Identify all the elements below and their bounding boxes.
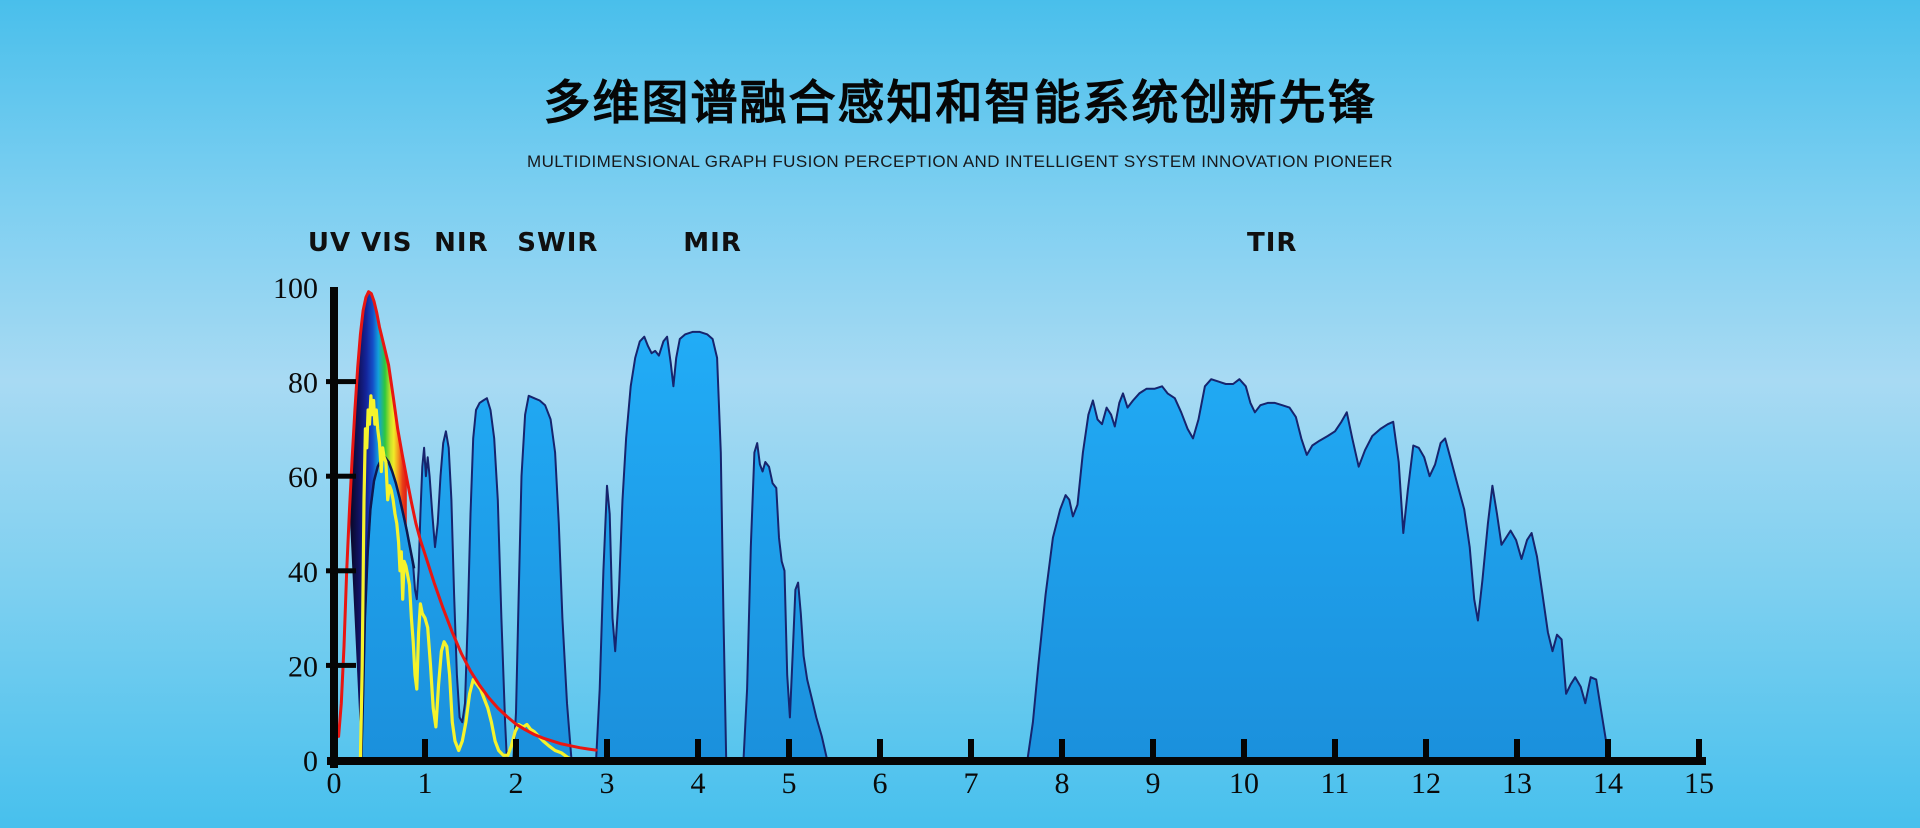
band-label-uv: UV xyxy=(308,228,351,258)
x-tick xyxy=(695,739,701,757)
page-title: 多维图谱融合感知和智能系统创新先锋 xyxy=(543,76,1377,129)
x-tick-label: 1 xyxy=(418,767,433,800)
x-tick xyxy=(1423,739,1429,757)
y-tick-label: 100 xyxy=(273,272,318,305)
y-tick-label: 20 xyxy=(288,650,318,683)
x-tick xyxy=(604,739,610,757)
x-tick-label: 8 xyxy=(1055,767,1070,800)
y-tick xyxy=(326,473,356,479)
x-tick xyxy=(1059,739,1065,757)
x-tick xyxy=(877,739,883,757)
x-tick-label: 10 xyxy=(1229,767,1259,800)
x-tick xyxy=(1150,739,1156,757)
x-axis xyxy=(327,757,1706,765)
y-tick xyxy=(326,568,356,574)
x-tick xyxy=(1605,739,1611,757)
x-tick-label: 11 xyxy=(1321,767,1350,800)
x-tick xyxy=(1241,739,1247,757)
x-tick-label: 13 xyxy=(1502,767,1532,800)
band-label-vis: VIS xyxy=(361,228,413,258)
x-tick xyxy=(1332,739,1338,757)
x-tick-label: 3 xyxy=(600,767,615,800)
x-tick-label: 14 xyxy=(1593,767,1623,800)
x-tick-label: 7 xyxy=(964,767,979,800)
band-label-tir: TIR xyxy=(1247,228,1297,258)
x-tick-label: 9 xyxy=(1146,767,1161,800)
x-tick xyxy=(513,739,519,757)
x-tick xyxy=(968,739,974,757)
y-tick-label: 40 xyxy=(288,556,318,589)
x-tick-label: 15 xyxy=(1684,767,1714,800)
y-tick-label: 0 xyxy=(303,745,318,778)
y-tick xyxy=(326,662,356,668)
y-tick-label: 80 xyxy=(288,367,318,400)
y-axis xyxy=(330,287,338,768)
band-label-swir: SWIR xyxy=(517,228,598,258)
x-tick xyxy=(1514,739,1520,757)
x-tick-label: 2 xyxy=(509,767,524,800)
page-subtitle: MULTIDIMENSIONAL GRAPH FUSION PERCEPTION… xyxy=(527,152,1393,171)
band-label-mir: MIR xyxy=(683,228,742,258)
y-tick-label: 60 xyxy=(288,461,318,494)
surface-irradiance-curve xyxy=(358,394,576,762)
band-label-nir: NIR xyxy=(434,228,488,258)
x-tick-label: 6 xyxy=(873,767,888,800)
x-tick xyxy=(1696,739,1702,757)
x-tick-label: 12 xyxy=(1411,767,1441,800)
x-tick-label: 0 xyxy=(327,767,342,800)
x-tick-label: 5 xyxy=(782,767,797,800)
blackbody-curve xyxy=(337,290,598,752)
transmission-windows-area xyxy=(360,330,1610,761)
x-tick xyxy=(422,739,428,757)
y-tick xyxy=(326,379,356,385)
x-tick xyxy=(786,739,792,757)
x-tick-label: 4 xyxy=(691,767,706,800)
